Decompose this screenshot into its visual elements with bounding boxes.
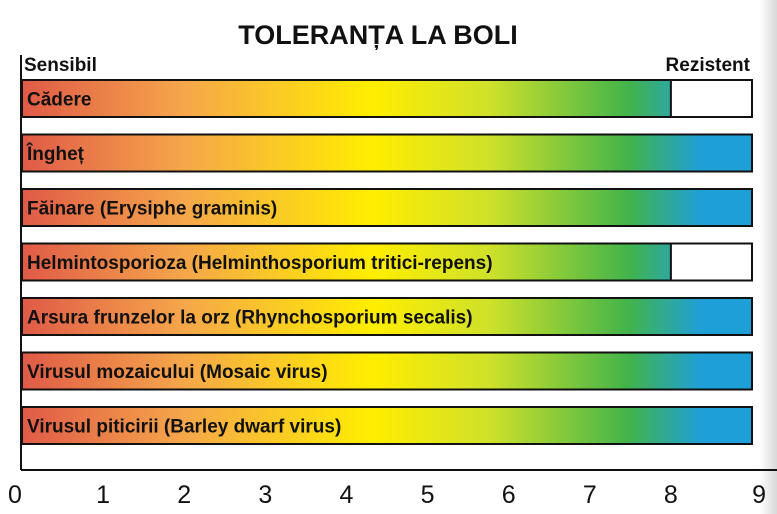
bar-label: Cădere [27, 90, 91, 111]
chart-title: TOLERANȚA LA BOLI [238, 20, 517, 50]
bar [21, 79, 672, 118]
bar [21, 297, 753, 336]
bar-row: Îngheț [21, 133, 753, 173]
x-tick-label: 8 [664, 481, 678, 509]
bar-label: Helmintosporioza (Helminthosporium triti… [27, 253, 493, 274]
x-tick-label: 7 [583, 481, 597, 509]
bar [21, 351, 753, 391]
bar-row: Arsura frunzelor la orz (Rhynchosporium … [21, 297, 753, 336]
bar [21, 188, 753, 227]
bar-label: Virusul piticirii (Barley dwarf virus) [27, 417, 341, 438]
x-tick-label: 6 [502, 481, 516, 509]
x-axis-ticks: 0 1 2 3 4 5 6 7 8 9 [8, 481, 766, 509]
x-tick-label: 2 [177, 481, 191, 509]
scale-low-label: Sensibil [24, 55, 97, 76]
bar-label: Îngheț [26, 143, 85, 165]
bar-row: Virusul mozaicului (Mosaic virus) [21, 351, 753, 391]
x-tick-label: 0 [8, 481, 22, 509]
x-tick-label: 9 [752, 481, 766, 509]
bar-label: Virusul mozaicului (Mosaic virus) [27, 362, 328, 383]
bar [21, 406, 753, 445]
bar-row: Virusul piticirii (Barley dwarf virus) [21, 406, 753, 445]
scale-high-label: Rezistent [666, 55, 751, 76]
x-tick-label: 4 [339, 481, 353, 509]
x-tick-label: 3 [258, 481, 272, 509]
x-tick-label: 5 [421, 481, 435, 509]
bar-row: Helmintosporioza (Helminthosporium triti… [21, 242, 753, 282]
x-tick-label: 1 [96, 481, 110, 509]
bar-label: Făinare (Erysiphe graminis) [27, 199, 277, 220]
bar-label: Arsura frunzelor la orz (Rhynchosporium … [27, 308, 473, 329]
bar [21, 242, 672, 282]
bar-row: Cădere [21, 79, 753, 118]
page-edge-shadow [759, 0, 777, 514]
bar [21, 133, 753, 173]
bar-row: Făinare (Erysiphe graminis) [21, 188, 753, 227]
bars-group: Cădere Îngheț Făinare (Erysiphe graminis) H… [21, 79, 753, 445]
